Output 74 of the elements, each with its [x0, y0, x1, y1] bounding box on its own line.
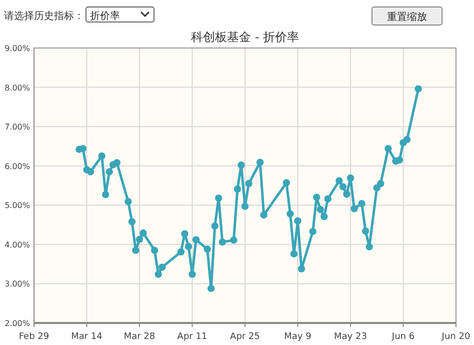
- x-tick-label: Mar 14: [71, 332, 103, 342]
- y-tick-label: 8.00%: [4, 83, 30, 92]
- point: [343, 190, 350, 198]
- point: [309, 228, 316, 236]
- point: [102, 190, 110, 198]
- control-button: 重置缩放: [372, 6, 442, 26]
- x-tick-label: Jun 6: [390, 332, 415, 342]
- x-tick-label: Jun 20: [440, 332, 470, 342]
- point: [339, 183, 347, 190]
- point: [312, 194, 320, 201]
- y-tick-label: 4.00%: [4, 240, 30, 250]
- y-tick-label: 9.00%: [4, 44, 30, 53]
- point: [403, 136, 411, 144]
- point: [132, 246, 140, 254]
- point: [286, 210, 294, 218]
- y-tick-label: 7.00%: [4, 122, 30, 132]
- point: [188, 270, 196, 278]
- point: [396, 156, 404, 164]
- point: [181, 230, 188, 238]
- point: [207, 284, 215, 292]
- point: [336, 177, 343, 184]
- x-tick-label: Feb 29: [18, 332, 50, 342]
- point: [298, 265, 306, 272]
- point: [218, 238, 226, 246]
- point: [158, 264, 166, 271]
- point: [177, 248, 185, 256]
- point: [113, 159, 120, 166]
- point: [106, 168, 113, 176]
- point: [316, 206, 324, 214]
- point: [241, 202, 249, 210]
- point: [128, 218, 136, 226]
- point: [414, 85, 422, 92]
- x-tick-label: May 23: [334, 332, 367, 342]
- point: [238, 161, 245, 169]
- point: [192, 236, 200, 244]
- x-tick-label: Apr 11: [177, 332, 208, 342]
- point: [98, 152, 106, 160]
- point: [294, 217, 302, 224]
- point: [150, 246, 158, 254]
- point: [184, 242, 192, 250]
- y-tick-label: 2.00%: [4, 319, 30, 328]
- point: [350, 205, 358, 212]
- x-tick-label: Apr 25: [230, 332, 260, 342]
- point: [324, 195, 332, 202]
- point: [256, 158, 264, 166]
- x-tick-label: Mar 28: [124, 332, 156, 342]
- annotation: 请选择历史指标：: [4, 11, 84, 22]
- point: [230, 236, 238, 244]
- chart-title: 科创板基金 - 折价率: [191, 30, 299, 44]
- point: [86, 168, 94, 176]
- point: [204, 246, 211, 253]
- point: [290, 250, 298, 258]
- point: [320, 212, 328, 220]
- point: [124, 198, 132, 206]
- point: [245, 180, 252, 188]
- point: [282, 179, 290, 186]
- point: [260, 211, 268, 219]
- point: [140, 229, 147, 237]
- control-select: 折价率: [86, 6, 154, 22]
- point: [215, 194, 222, 202]
- y-tick-label: 5.00%: [4, 201, 30, 210]
- point: [234, 185, 242, 193]
- point: [154, 270, 162, 278]
- point: [377, 180, 384, 188]
- point: [358, 200, 366, 208]
- point: [136, 236, 144, 243]
- y-tick-label: 6.00%: [4, 162, 30, 171]
- point: [366, 243, 373, 250]
- point: [346, 174, 354, 182]
- x-tick-label: May 9: [284, 332, 312, 342]
- point: [211, 222, 218, 230]
- point: [362, 227, 370, 235]
- point: [384, 144, 392, 152]
- y-tick-label: 3.00%: [4, 280, 30, 289]
